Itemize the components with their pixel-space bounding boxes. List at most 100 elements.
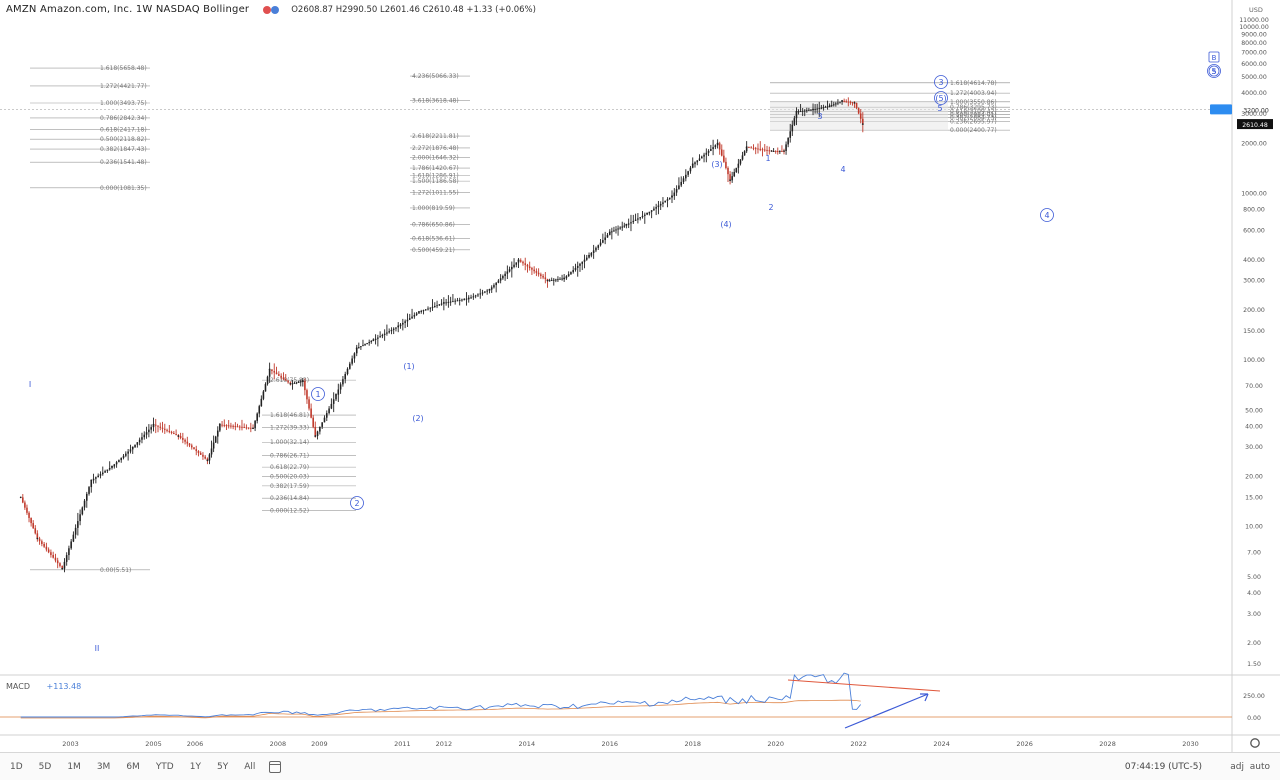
adj-toggle[interactable]: adj: [1230, 761, 1244, 772]
candle-body: [120, 457, 123, 461]
timeframe-5y[interactable]: 5Y: [216, 761, 229, 772]
candle-body: [617, 228, 619, 230]
candle-body: [74, 527, 77, 535]
timeframe-all[interactable]: All: [244, 761, 256, 772]
price-point: [90, 479, 93, 482]
candle-body: [542, 275, 544, 278]
wave-cycle-3: 3: [938, 78, 943, 87]
candle-body: [839, 101, 841, 103]
candle-body: [88, 487, 90, 494]
indicator-dots-icon[interactable]: [263, 5, 280, 14]
auto-scale-toggle[interactable]: auto: [1249, 761, 1270, 772]
price-tick-label: 11000.00: [1239, 17, 1269, 24]
candle-body: [175, 433, 177, 436]
candle-body: [559, 278, 561, 280]
candle-body: [585, 257, 588, 260]
timeframe-5d[interactable]: 5D: [38, 761, 52, 772]
candle-body: [703, 154, 705, 157]
candle-body: [818, 108, 821, 110]
fib-left-label: 1.272(4421.77): [100, 83, 147, 90]
candle-body: [306, 390, 308, 400]
price-tick-label: 3.00: [1247, 611, 1261, 618]
calendar-icon[interactable]: [269, 760, 282, 773]
candle-body: [495, 282, 497, 286]
candle-body: [323, 417, 326, 423]
candle-body: [766, 149, 768, 151]
price-point: [625, 223, 628, 226]
timeframe-ytd[interactable]: YTD: [155, 761, 174, 772]
candle-body: [234, 426, 237, 428]
candle-body: [461, 299, 463, 301]
candle-body: [420, 310, 423, 312]
timeframe-1y[interactable]: 1Y: [189, 761, 201, 772]
candle-body: [567, 274, 570, 277]
candle-body: [148, 429, 150, 433]
candle-body: [650, 210, 653, 212]
candle-body: [579, 263, 581, 266]
candle-body: [199, 452, 202, 455]
candle-body: [592, 250, 595, 254]
fib-mid-label: 0.786(26.71): [270, 453, 309, 460]
time-tick-label: 2012: [436, 740, 453, 748]
candle-body: [173, 432, 175, 434]
price-point: [355, 347, 358, 350]
candle-body: [157, 425, 159, 427]
candle-body: [339, 384, 342, 390]
candle-body: [230, 425, 232, 427]
wave-supercycle-i: I: [29, 380, 31, 389]
price-tick-label: 4.00: [1247, 590, 1261, 597]
wave-cycle-3-ring: [934, 75, 948, 89]
candle-body: [182, 437, 184, 440]
price-point: [783, 150, 785, 152]
price-chart[interactable]: USD11000.0010000.009000.008000.007000.00…: [0, 0, 1280, 752]
fib-mid-label: 0.618(22.79): [270, 464, 309, 471]
price-point: [795, 110, 798, 113]
price-tick-label: 4000.00: [1241, 90, 1267, 97]
clock-readout[interactable]: 07:44:19 (UTC-5): [1124, 761, 1202, 772]
candle-body: [22, 497, 24, 503]
candle-body: [83, 500, 86, 508]
fib-center-label: 0.786(650.86): [412, 222, 455, 229]
price-tick-label: 400.00: [1243, 257, 1265, 264]
candle-body: [223, 424, 226, 426]
candle-body: [707, 150, 710, 153]
candle-body: [687, 171, 689, 175]
candle-body: [390, 329, 393, 332]
candle-body: [168, 430, 171, 432]
candle-body: [675, 188, 678, 193]
macd-label[interactable]: MACD: [6, 682, 30, 691]
price-tick-label: 70.00: [1245, 383, 1263, 390]
candle-body: [127, 451, 129, 454]
candle-body: [837, 102, 839, 104]
fib-center-label: 1.500(1186.58): [412, 178, 459, 185]
candle-body: [328, 408, 330, 414]
time-tick-label: 2024: [933, 740, 950, 748]
timeframe-3m[interactable]: 3M: [96, 761, 111, 772]
timeframe-1d[interactable]: 1D: [10, 761, 23, 772]
candle-body: [429, 307, 432, 309]
candle-body: [54, 557, 57, 561]
candle-body: [202, 454, 204, 457]
fib-mid-label: 0.500(20.03): [270, 473, 309, 480]
price-point: [812, 108, 814, 111]
price-point: [218, 423, 221, 426]
timeframe-6m[interactable]: 6M: [126, 761, 140, 772]
signal-badge-label: S: [1212, 68, 1217, 76]
price-tick-label: 6000.00: [1241, 61, 1267, 68]
candle-body: [431, 306, 434, 308]
candle-body: [849, 101, 852, 103]
candle-body: [737, 163, 740, 168]
candle-body: [85, 493, 88, 501]
price-point: [546, 279, 549, 282]
fib-mid-label: 2.618(75.83): [270, 377, 309, 384]
candle-body: [845, 101, 848, 103]
fib-center-label: 1.618(1286.91): [412, 172, 459, 179]
fib-right-label: 1.618(4614.78): [950, 80, 997, 87]
wave-cycle-2-ring: [350, 496, 364, 510]
candle-body: [535, 271, 538, 273]
symbol-title[interactable]: AMZN Amazon.com, Inc. 1W NASDAQ Bollinge…: [6, 4, 250, 15]
time-tick-label: 2022: [850, 740, 867, 748]
candle-body: [227, 425, 230, 427]
candle-body: [143, 434, 146, 438]
timeframe-1m[interactable]: 1M: [67, 761, 81, 772]
